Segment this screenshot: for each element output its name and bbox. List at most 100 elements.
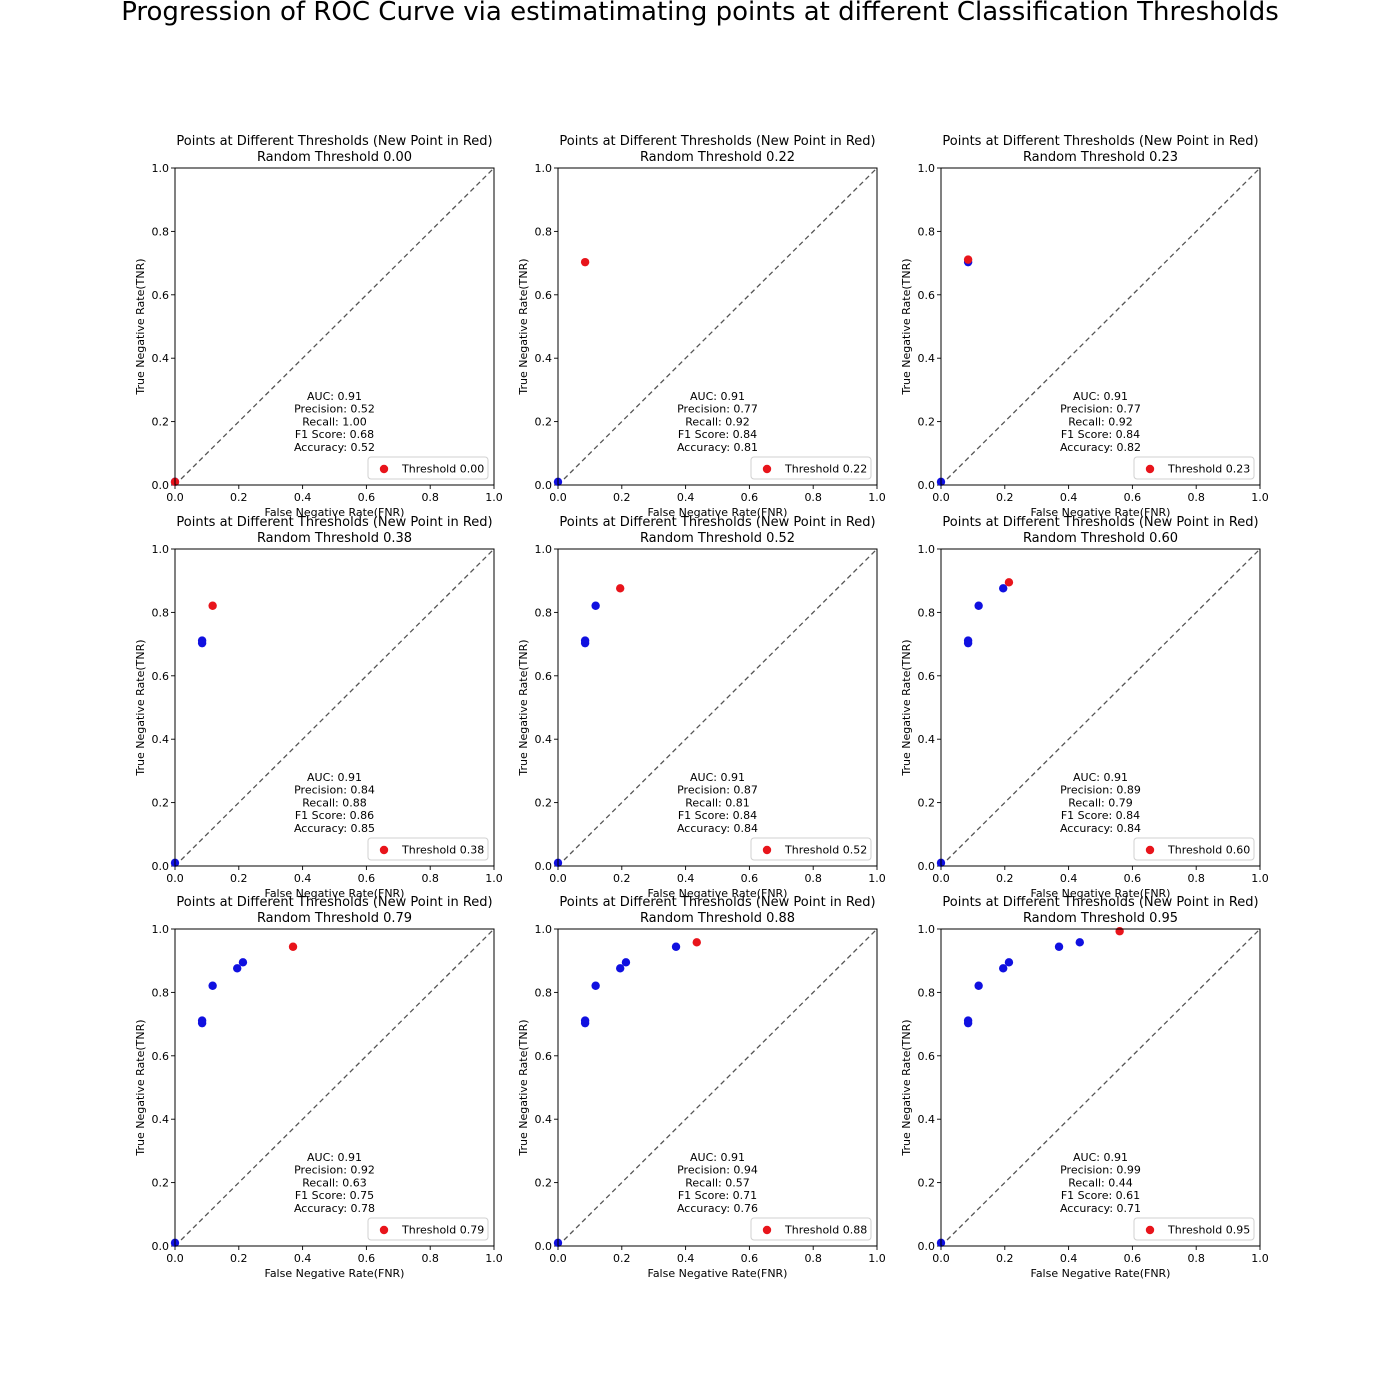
legend: Threshold 0.60: [1133, 837, 1255, 861]
axes-frame: [557, 928, 878, 1247]
x-tick-label: 0.8: [421, 872, 439, 885]
data-point: [616, 964, 625, 973]
legend-label: Threshold 0.52: [784, 844, 867, 857]
legend-box: [367, 837, 489, 861]
legend-box: [367, 456, 489, 480]
x-tick-label: 0.8: [804, 872, 822, 885]
metric-label: Precision: 0.99: [1060, 1164, 1141, 1177]
metric-label: Recall: 0.79: [1068, 796, 1133, 809]
x-tick-label: 0.0: [549, 491, 567, 504]
data-point: [999, 964, 1008, 973]
legend-box: [750, 1217, 872, 1241]
diagonal-reference-line: [940, 928, 1261, 1247]
y-axis-label: True Negative Rate(TNR): [900, 258, 913, 395]
y-tick-label: 0.6: [918, 289, 936, 302]
y-axis-label: True Negative Rate(TNR): [134, 639, 147, 776]
x-tick-label: 0.4: [677, 872, 695, 885]
y-tick-label: 1.0: [535, 543, 553, 556]
y-tick-label: 0.8: [152, 225, 170, 238]
data-point: [591, 601, 600, 610]
x-tick-label: 0.6: [741, 872, 759, 885]
y-tick-label: 0.4: [918, 733, 936, 746]
x-tick-label: 0.6: [1124, 491, 1142, 504]
data-point: [580, 636, 590, 645]
metric-label: Recall: 0.57: [685, 1176, 750, 1189]
axes-frame: [557, 167, 878, 486]
x-tick-label: 0.2: [230, 1252, 248, 1265]
y-tick-label: 0.6: [535, 670, 553, 683]
diagonal-reference-line: [940, 548, 1261, 867]
metric-label: Accuracy: 0.81: [677, 441, 758, 454]
subplot-subtitle: Random Threshold 0.79: [257, 911, 412, 926]
subplot-title: Points at Different Thresholds (New Poin…: [942, 134, 1258, 149]
x-tick-label: 0.4: [677, 1252, 695, 1265]
axes-frame: [174, 167, 495, 486]
x-tick-label: 0.6: [741, 1252, 759, 1265]
diagonal-reference-line: [174, 167, 495, 486]
y-tick-label: 0.0: [535, 860, 553, 873]
metric-label: F1 Score: 0.84: [678, 809, 757, 822]
metric-label: Precision: 0.94: [677, 1164, 758, 1177]
y-tick-label: 0.8: [918, 986, 936, 999]
y-tick-label: 1.0: [152, 543, 170, 556]
x-tick-label: 0.4: [294, 1252, 312, 1265]
legend-marker: [379, 845, 389, 855]
subplot-title: Points at Different Thresholds (New Poin…: [559, 515, 875, 530]
subplot-title: Points at Different Thresholds (New Poin…: [176, 895, 492, 910]
legend-box: [1133, 456, 1255, 480]
new-data-point: [963, 255, 973, 264]
metric-label: Precision: 0.52: [294, 403, 375, 416]
new-data-point: [692, 938, 701, 947]
metric-label: Precision: 0.92: [294, 1164, 375, 1177]
y-axis-label: True Negative Rate(TNR): [517, 258, 530, 395]
legend-marker: [379, 464, 389, 474]
data-point: [238, 958, 248, 967]
data-point: [974, 981, 983, 990]
y-tick-label: 1.0: [918, 923, 936, 936]
metric-label: Recall: 0.81: [685, 796, 750, 809]
legend: Threshold 0.79: [367, 1217, 489, 1241]
metric-label: Recall: 0.44: [1068, 1176, 1133, 1189]
x-tick-label: 0.8: [1187, 872, 1205, 885]
legend-label: Threshold 0.23: [1167, 463, 1250, 476]
y-tick-label: 0.0: [152, 1240, 170, 1253]
x-tick-label: 0.2: [230, 872, 248, 885]
new-data-point: [616, 584, 625, 593]
y-tick-label: 0.2: [535, 1177, 553, 1190]
axes-frame: [940, 167, 1261, 486]
x-tick-label: 0.2: [613, 1252, 631, 1265]
metric-label: AUC: 0.91: [307, 1151, 362, 1164]
legend-marker: [762, 845, 772, 855]
subplot-subtitle: Random Threshold 0.52: [640, 531, 795, 546]
y-tick-label: 0.0: [918, 1240, 936, 1253]
legend: Threshold 0.38: [367, 837, 489, 861]
subplot-7: Points at Different Thresholds (New Poin…: [134, 895, 503, 1280]
x-tick-label: 1.0: [485, 491, 503, 504]
data-point: [1054, 942, 1064, 951]
subplot-title: Points at Different Thresholds (New Poin…: [942, 895, 1258, 910]
x-tick-label: 1.0: [1251, 491, 1269, 504]
subplot-title: Points at Different Thresholds (New Poin…: [942, 515, 1258, 530]
metric-label: AUC: 0.91: [307, 771, 362, 784]
diagonal-reference-line: [174, 548, 495, 867]
y-tick-label: 0.8: [918, 606, 936, 619]
metric-label: Precision: 0.77: [1060, 403, 1141, 416]
metric-label: Accuracy: 0.82: [1060, 441, 1141, 454]
y-tick-label: 0.8: [152, 606, 170, 619]
x-tick-label: 0.4: [294, 872, 312, 885]
y-tick-label: 1.0: [918, 162, 936, 175]
metric-label: AUC: 0.91: [690, 1151, 745, 1164]
x-axis-label: False Negative Rate(FNR): [265, 506, 405, 519]
x-tick-label: 0.6: [358, 1252, 376, 1265]
x-tick-label: 0.0: [549, 872, 567, 885]
x-tick-label: 0.4: [1060, 491, 1078, 504]
x-tick-label: 0.4: [1060, 872, 1078, 885]
metric-label: Accuracy: 0.76: [677, 1202, 758, 1215]
metric-label: F1 Score: 0.75: [295, 1189, 374, 1202]
x-tick-label: 0.8: [1187, 1252, 1205, 1265]
metric-label: F1 Score: 0.84: [1061, 428, 1140, 441]
legend-marker: [762, 1225, 772, 1235]
legend-label: Threshold 0.95: [1167, 1224, 1250, 1237]
y-axis-label: True Negative Rate(TNR): [134, 258, 147, 395]
